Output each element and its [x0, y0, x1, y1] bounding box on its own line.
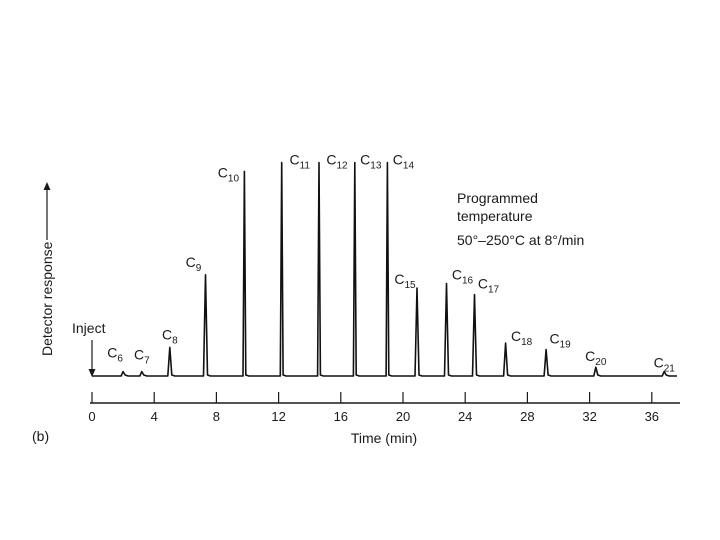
peak-label: C10: [218, 164, 240, 184]
peak-label: C7: [134, 347, 150, 367]
x-tick-label: 20: [396, 409, 410, 424]
peak-label: C21: [654, 355, 676, 375]
peak-label: C11: [289, 152, 310, 172]
x-tick-label: 8: [213, 409, 220, 424]
chromatogram-trace: [92, 161, 677, 377]
peak-labels: C6 C7 C8 C9 C10 C11 C12 C13 C14 C15 C16 C17 C18 C19 C2…: [107, 152, 675, 375]
x-tick-label: 36: [645, 409, 659, 424]
peak-label: C15: [394, 271, 416, 291]
y-axis-label: Detector response: [39, 241, 55, 356]
peak-label: C12: [326, 152, 348, 172]
x-tick-label: 4: [151, 409, 158, 424]
x-tick-label: 16: [334, 409, 348, 424]
x-tick-label: 24: [458, 409, 472, 424]
annotation-title-line2: temperature: [457, 208, 533, 224]
x-ticks: 0 4 8 12 16 20 24 28 32 36: [88, 392, 659, 424]
x-tick-label: 0: [88, 409, 95, 424]
peak-label: C19: [549, 331, 571, 351]
inject-marker: Inject: [72, 320, 106, 377]
temperature-annotation: Programmed temperature 50°–250°C at 8°/m…: [457, 190, 584, 248]
inject-label: Inject: [72, 320, 106, 336]
y-axis-label-group: Detector response: [39, 182, 55, 356]
y-axis-arrow-head: [43, 182, 51, 190]
peak-label: C6: [107, 345, 123, 365]
annotation-title-line1: Programmed: [457, 190, 538, 206]
peak-label: C20: [585, 348, 607, 368]
peak-label: C18: [511, 328, 533, 348]
panel-label: (b): [32, 428, 49, 444]
peak-label: C9: [186, 254, 202, 274]
peak-label: C14: [393, 152, 415, 172]
peak-label: C13: [360, 152, 382, 172]
annotation-detail: 50°–250°C at 8°/min: [457, 232, 584, 248]
peak-label: C8: [162, 326, 178, 346]
x-tick-label: 12: [271, 409, 285, 424]
x-tick-label: 28: [520, 409, 534, 424]
peak-label: C17: [478, 276, 500, 296]
peak-label: C16: [452, 267, 474, 287]
x-tick-label: 32: [582, 409, 596, 424]
x-axis-label: Time (min): [351, 430, 417, 446]
inject-arrow-head: [88, 369, 96, 377]
